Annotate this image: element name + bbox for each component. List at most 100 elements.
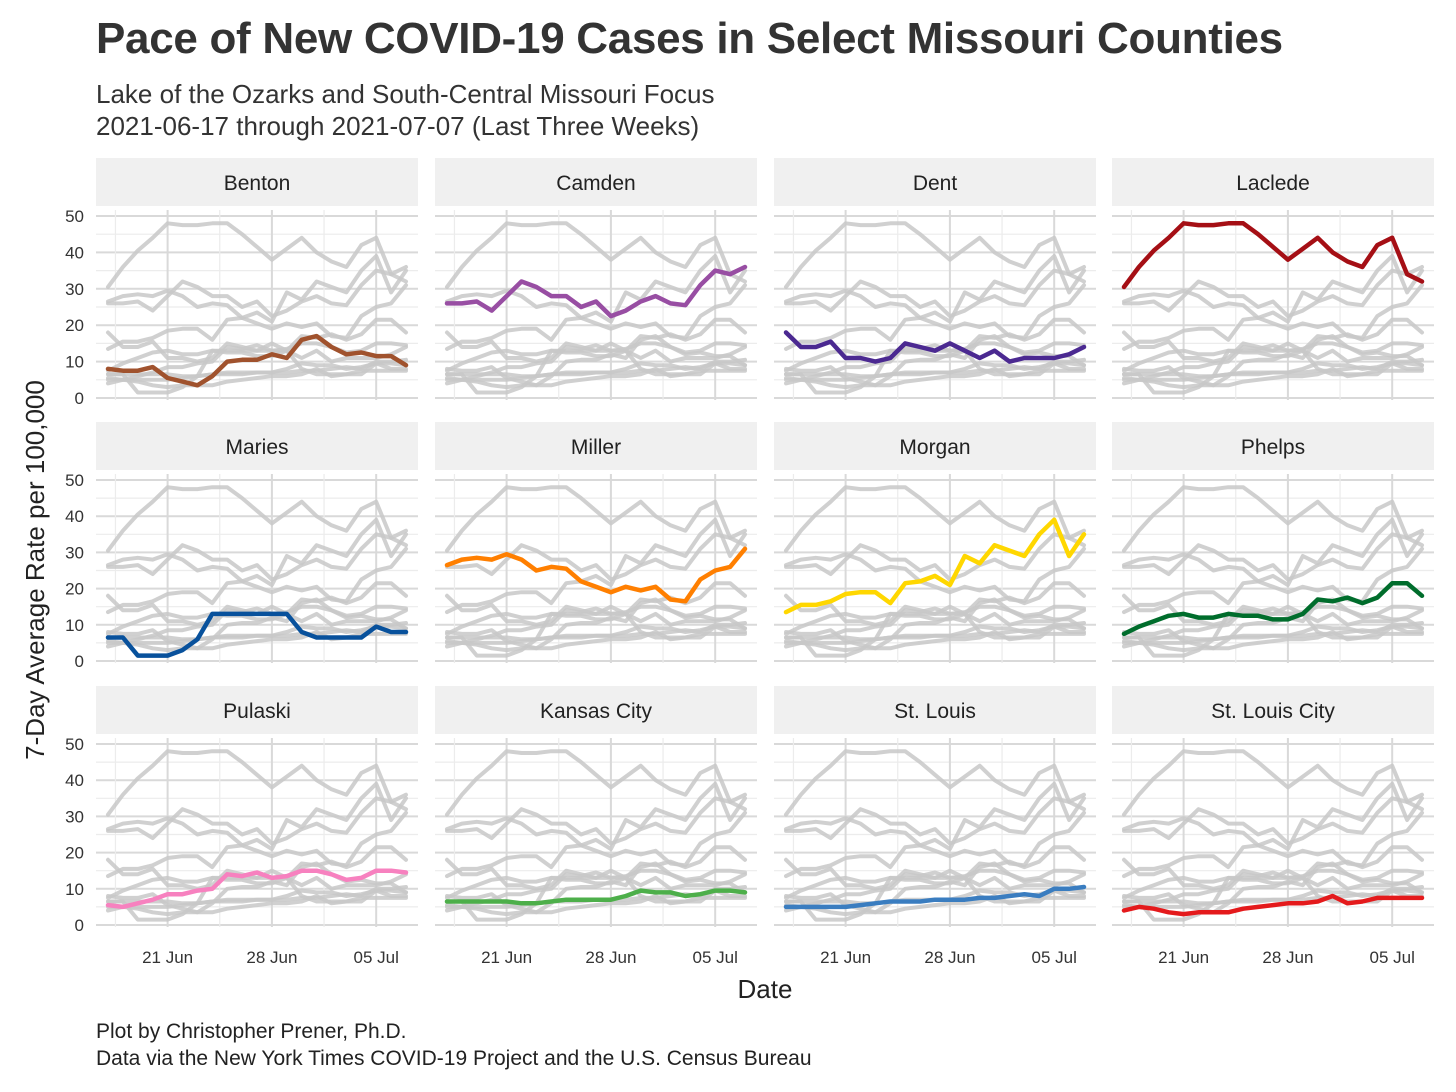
background-series-line xyxy=(106,845,408,900)
background-series-line xyxy=(106,630,408,653)
y-tick-label: 0 xyxy=(75,652,84,671)
background-series-line xyxy=(1122,485,1424,553)
background-series-line xyxy=(1122,265,1424,319)
background-series-line xyxy=(106,485,408,553)
background-series-line xyxy=(784,485,1086,553)
background-series-line xyxy=(1122,341,1424,382)
background-series-line xyxy=(784,611,1086,658)
facet-strip xyxy=(774,158,1096,206)
background-series-line xyxy=(1122,621,1424,645)
background-series-line xyxy=(784,254,1086,351)
facet-panel-st-louis: St. Louis 21 Jun 28 Jun 05 Jul xyxy=(774,686,1096,967)
background-series-line xyxy=(106,357,408,382)
series-line-st-louis xyxy=(783,884,1087,910)
background-series-line xyxy=(106,317,408,373)
facet-panel-phelps: Phelps xyxy=(1112,422,1434,663)
background-series-line xyxy=(784,792,1086,846)
background-series-line xyxy=(445,221,747,289)
facet-label: St. Louis xyxy=(894,700,976,723)
background-series-line xyxy=(1122,845,1424,900)
background-series-line xyxy=(445,810,747,868)
background-series-line xyxy=(1122,546,1424,604)
series-line-pulaski xyxy=(105,868,409,910)
x-tick-label: 28 Jun xyxy=(1262,948,1313,967)
x-tick-label: 05 Jul xyxy=(1370,948,1415,967)
background-series-line xyxy=(106,581,408,636)
background-series-line xyxy=(106,792,408,846)
facet-label: Dent xyxy=(913,172,958,195)
chart-subtitle: Lake of the Ozarks and South-Central Mis… xyxy=(96,78,715,142)
facet-panel-miller: Miller xyxy=(435,422,757,663)
y-tick-label: 50 xyxy=(65,471,84,490)
chart-title: Pace of New COVID-19 Cases in Select Mis… xyxy=(96,14,1283,63)
x-tick-label: 28 Jun xyxy=(585,948,636,967)
background-series-line xyxy=(784,781,1086,879)
background-series-line xyxy=(1122,875,1424,922)
background-series-line xyxy=(784,749,1086,817)
facet-strip xyxy=(1112,422,1434,470)
facet-strip xyxy=(96,686,418,734)
background-series-line xyxy=(106,749,408,817)
x-tick-label: 21 Jun xyxy=(820,948,871,967)
background-series-line xyxy=(106,875,408,922)
series-line-phelps xyxy=(1121,580,1425,637)
background-series-line xyxy=(1122,357,1424,382)
facet-label: Kansas City xyxy=(540,700,653,723)
background-series-line xyxy=(106,265,408,319)
y-tick-label: 10 xyxy=(65,880,84,899)
caption-source: Data via the New York Times COVID-19 Pro… xyxy=(96,1047,812,1070)
background-series-line xyxy=(445,283,747,340)
background-series-line xyxy=(1122,517,1424,615)
facet-label: Phelps xyxy=(1241,436,1305,459)
background-series-line xyxy=(445,621,747,645)
background-series-line xyxy=(784,528,1086,582)
background-series-line xyxy=(1122,810,1424,868)
background-series-line xyxy=(106,517,408,615)
series-line-laclede xyxy=(1121,221,1425,290)
background-series-line xyxy=(445,604,747,645)
background-series-line xyxy=(106,894,408,917)
facet-panel-laclede: Laclede xyxy=(1112,158,1434,400)
series-line-benton xyxy=(105,333,409,388)
background-series-line xyxy=(106,528,408,582)
background-series-line xyxy=(445,357,747,382)
series-line-st-louis-city xyxy=(1121,893,1425,917)
background-series-line xyxy=(1122,781,1424,879)
y-tick-label: 30 xyxy=(65,280,84,299)
series-line-maries xyxy=(105,611,409,658)
background-series-line xyxy=(1122,630,1424,653)
caption-author: Plot by Christopher Prener, Ph.D. xyxy=(96,1020,407,1043)
background-series-line xyxy=(784,357,1086,382)
y-tick-label: 10 xyxy=(65,353,84,372)
facet-label: St. Louis City xyxy=(1211,700,1335,723)
facet-label: Maries xyxy=(225,436,288,459)
facet-label: Laclede xyxy=(1236,172,1310,195)
facet-panel-camden: Camden xyxy=(435,158,757,400)
background-series-line xyxy=(784,341,1086,382)
background-series-line xyxy=(1122,604,1424,645)
background-series-line xyxy=(106,366,408,390)
background-series-line xyxy=(445,792,747,846)
x-tick-label: 05 Jul xyxy=(693,948,738,967)
facet-panels: Benton 0 10 20 30 40 50 Camden Dent Laclede Maries… xyxy=(65,158,1434,967)
background-series-line xyxy=(445,348,747,395)
background-series-line xyxy=(1122,283,1424,340)
facet-label: Morgan xyxy=(899,436,970,459)
background-series-line xyxy=(106,621,408,645)
facet-strip xyxy=(1112,686,1434,734)
background-series-line xyxy=(784,221,1086,289)
y-tick-label: 20 xyxy=(65,580,84,599)
y-tick-label: 50 xyxy=(65,735,84,754)
background-series-line xyxy=(445,581,747,636)
facet-strip xyxy=(96,422,418,470)
x-tick-label: 21 Jun xyxy=(481,948,532,967)
facet-label: Benton xyxy=(224,172,291,195)
background-series-line xyxy=(784,621,1086,645)
background-series-line xyxy=(445,894,747,917)
background-series-line xyxy=(784,810,1086,868)
y-tick-label: 30 xyxy=(65,543,84,562)
background-series-line xyxy=(784,845,1086,900)
background-series-line xyxy=(445,485,747,553)
background-series-line xyxy=(1122,528,1424,582)
y-axis-title: 7-Day Average Rate per 100,000 xyxy=(20,380,50,760)
